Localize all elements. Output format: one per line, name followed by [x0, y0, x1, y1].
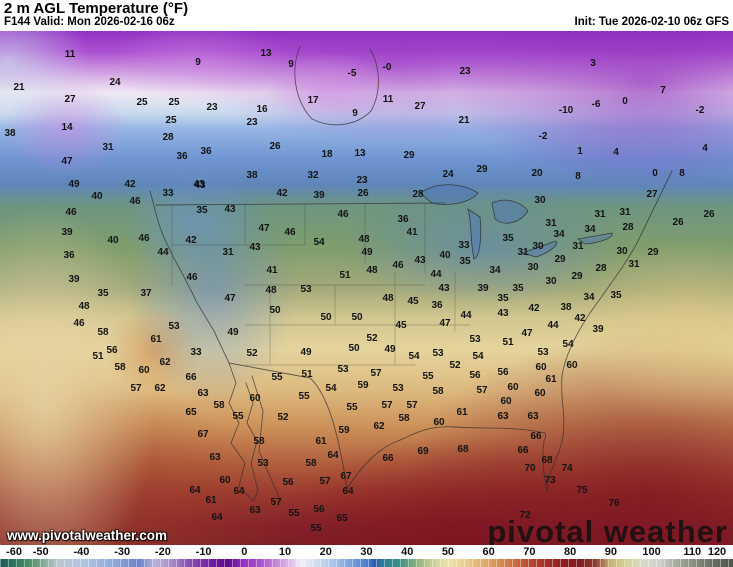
page-title: 2 m AGL Temperature (°F) [4, 0, 189, 17]
init-time-label: Init: Tue 2026-02-10 06z GFS [574, 16, 729, 28]
colorbar-tick: -50 [32, 546, 49, 558]
valid-time-label: F144 Valid: Mon 2026-02-16 06z [4, 16, 175, 28]
colorbar-tick: 0 [241, 546, 248, 558]
temperature-colorbar [0, 559, 733, 567]
colorbar-tick: 20 [319, 546, 332, 558]
colorbar-tick: 110 [683, 546, 702, 558]
header: 2 m AGL Temperature (°F) F144 Valid: Mon… [0, 0, 733, 31]
colorbar-tick: 120 [707, 546, 727, 558]
colorbar-tick: -40 [73, 546, 90, 558]
colorbar-tick: -30 [114, 546, 131, 558]
colorbar-tick: -10 [195, 546, 212, 558]
colorbar-tick: 70 [523, 546, 536, 558]
colorbar-tick: -20 [154, 546, 171, 558]
colorbar-tick: 100 [642, 546, 661, 558]
pivotal-weather-logo: pivotal weather [487, 513, 728, 545]
colorbar-tick: 80 [563, 546, 577, 558]
colorbar-tick: 10 [278, 546, 292, 558]
watermark-url: www.pivotalweather.com [7, 528, 168, 543]
colorbar-tick: 50 [441, 546, 455, 558]
coastlines-borders [149, 45, 673, 502]
colorbar-tick: 30 [360, 546, 373, 558]
colorbar-tick: 90 [604, 546, 617, 558]
colorbar-tick-labels: -60 -50 -40 -30 -20 -10 0 10 20 30 40 50 60 70 80 90 100… [0, 545, 733, 559]
colorbar-tick: -60 [6, 546, 22, 558]
great-lakes-shapes [419, 184, 613, 260]
colorbar-tick: 40 [401, 546, 414, 558]
temperature-map-canvas[interactable]: www.pivotalweather.com pivotal weather [0, 31, 733, 545]
colorbar-tick: 60 [482, 546, 495, 558]
